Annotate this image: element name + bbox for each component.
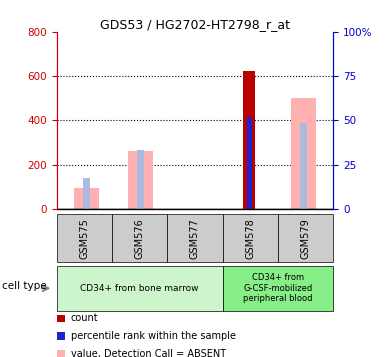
Text: GSM577: GSM577: [190, 218, 200, 259]
Text: GSM578: GSM578: [245, 218, 255, 259]
Bar: [74, 188, 99, 209]
Text: GSM579: GSM579: [301, 218, 311, 259]
Text: GSM576: GSM576: [135, 218, 145, 259]
Text: cell type: cell type: [2, 281, 46, 292]
Text: count: count: [71, 313, 99, 323]
Text: GSM575: GSM575: [79, 218, 89, 259]
Text: percentile rank within the sample: percentile rank within the sample: [71, 331, 236, 341]
Bar: [246, 117, 252, 209]
Title: GDS53 / HG2702-HT2798_r_at: GDS53 / HG2702-HT2798_r_at: [100, 18, 290, 31]
Bar: [291, 99, 316, 209]
Bar: [300, 123, 307, 209]
Text: CD34+ from bone marrow: CD34+ from bone marrow: [80, 284, 199, 293]
Bar: [243, 71, 255, 209]
Bar: [137, 150, 144, 209]
Text: CD34+ from
G-CSF-mobilized
peripheral blood: CD34+ from G-CSF-mobilized peripheral bl…: [243, 273, 313, 303]
Text: value, Detection Call = ABSENT: value, Detection Call = ABSENT: [71, 349, 226, 357]
Bar: [83, 178, 90, 209]
Bar: [128, 151, 153, 209]
